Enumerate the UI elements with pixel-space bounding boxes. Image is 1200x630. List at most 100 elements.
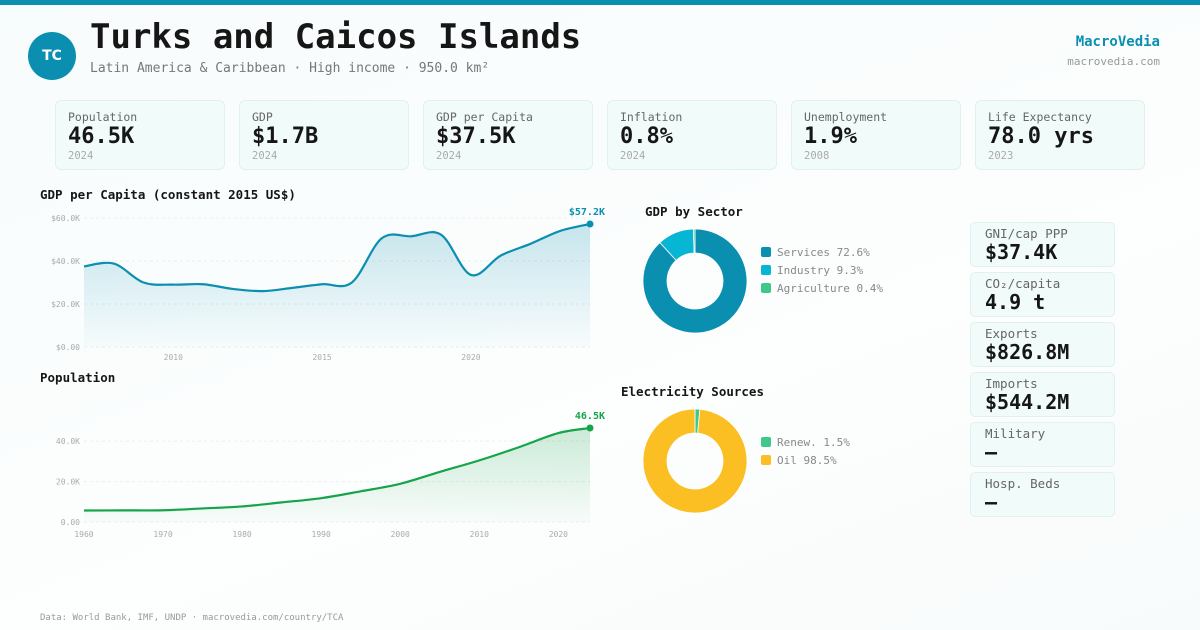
kpi-card-inflation: Inflation 0.8% 2024	[607, 100, 777, 170]
top-accent-bar	[0, 0, 1200, 5]
y-tick-label: $60.0K	[51, 214, 80, 223]
kpi-label: Inflation	[620, 110, 683, 124]
stat-card-co-capita: CO₂/capita 4.9 t	[970, 272, 1115, 317]
kpi-value: 0.8%	[620, 124, 673, 149]
kpi-card-population: Population 46.5K 2024	[55, 100, 225, 170]
stat-label: Hosp. Beds	[985, 476, 1061, 491]
kpi-year: 2024	[620, 150, 646, 162]
kpi-card-unemployment: Unemployment 1.9% 2008	[791, 100, 961, 170]
kpi-value: 1.9%	[804, 124, 857, 149]
legend-swatch	[761, 437, 771, 447]
stat-value: 4.9 t	[985, 290, 1046, 314]
x-tick-label: 2020	[461, 353, 480, 362]
brand-url[interactable]: macrovedia.com	[1067, 55, 1160, 68]
gdp-by-sector-legend: Services 72.6% Industry 9.3% Agriculture 0…	[761, 243, 883, 297]
electricity-sources-donut	[642, 408, 748, 514]
kpi-label: GDP per Capita	[436, 110, 533, 124]
y-tick-label: 0.00	[61, 518, 80, 527]
x-tick-label: 2000	[391, 530, 410, 539]
kpi-value: $37.5K	[436, 124, 516, 149]
kpi-card-gdp-per-capita: GDP per Capita $37.5K 2024	[423, 100, 593, 170]
stat-label: Imports	[985, 376, 1038, 391]
stat-card-military: Military —	[970, 422, 1115, 467]
stat-label: GNI/cap PPP	[985, 226, 1068, 241]
x-tick-label: 2015	[312, 353, 331, 362]
electricity-sources-legend: Renew. 1.5% Oil 98.5%	[761, 433, 850, 469]
legend-swatch	[761, 283, 771, 293]
kpi-card-gdp: GDP $1.7B 2024	[239, 100, 409, 170]
kpi-year: 2024	[436, 150, 462, 162]
y-tick-label: 40.0K	[56, 437, 80, 446]
x-tick-label: 2010	[164, 353, 183, 362]
kpi-label: Population	[68, 110, 138, 124]
legend-label: Oil 98.5%	[777, 453, 837, 467]
kpi-year: 2024	[68, 150, 94, 162]
kpi-value: $1.7B	[252, 124, 319, 149]
gdp-by-sector-title: GDP by Sector	[645, 204, 743, 219]
legend-label: Industry 9.3%	[777, 263, 864, 277]
y-tick-label: $20.0K	[51, 300, 80, 309]
legend-item: Oil 98.5%	[761, 451, 850, 469]
stat-value: $826.8M	[985, 340, 1070, 364]
y-tick-label: 20.0K	[56, 478, 80, 487]
gdp-by-sector-donut	[642, 228, 748, 334]
legend-item: Agriculture 0.4%	[761, 279, 883, 297]
end-value-label: $57.2K	[569, 207, 605, 218]
kpi-label: Unemployment	[804, 110, 888, 124]
stat-label: Military	[985, 426, 1046, 441]
stat-label: CO₂/capita	[985, 276, 1061, 291]
footer-source: Data: World Bank, IMF, UNDP · macrovedia…	[40, 613, 344, 623]
stat-value: $544.2M	[985, 390, 1070, 414]
donut-slice	[642, 228, 748, 334]
page-subtitle: Latin America & Caribbean · High income …	[90, 61, 490, 76]
legend-item: Services 72.6%	[761, 243, 883, 261]
stat-value: —	[985, 490, 998, 514]
stat-value: —	[985, 440, 998, 464]
kpi-label: Life Expectancy	[988, 110, 1092, 124]
stat-value: $37.4K	[985, 240, 1058, 264]
legend-swatch	[761, 265, 771, 275]
x-tick-label: 2010	[470, 530, 489, 539]
kpi-value: 78.0 yrs	[988, 124, 1094, 149]
y-tick-label: $0.00	[56, 343, 80, 352]
legend-swatch	[761, 455, 771, 465]
x-tick-label: 1990	[312, 530, 331, 539]
series-line	[83, 426, 591, 512]
end-point	[586, 220, 594, 228]
gdp-per-capita-title: GDP per Capita (constant 2015 US$)	[40, 187, 296, 202]
legend-label: Renew. 1.5%	[777, 435, 850, 449]
end-value-label: 46.5K	[575, 411, 605, 422]
area-fill	[84, 428, 590, 522]
kpi-value: 46.5K	[68, 124, 135, 149]
legend-item: Renew. 1.5%	[761, 433, 850, 451]
legend-item: Industry 9.3%	[761, 261, 883, 279]
area-fill	[84, 224, 590, 347]
stat-label: Exports	[985, 326, 1038, 341]
x-tick-label: 2020	[549, 530, 568, 539]
legend-label: Services 72.6%	[777, 245, 870, 259]
kpi-label: GDP	[252, 110, 273, 124]
x-tick-label: 1970	[153, 530, 172, 539]
gdp-per-capita-chart: $0.00 $20.0K $40.0K $60.0K 2010 2015 2020 $57.2…	[51, 207, 605, 362]
kpi-year: 2008	[804, 150, 830, 162]
kpi-year: 2024	[252, 150, 278, 162]
page-title: Turks and Caicos Islands	[90, 17, 582, 57]
kpi-card-life-expectancy: Life Expectancy 78.0 yrs 2023	[975, 100, 1145, 170]
stat-card-exports: Exports $826.8M	[970, 322, 1115, 367]
stat-card-imports: Imports $544.2M	[970, 372, 1115, 417]
population-title: Population	[40, 370, 116, 385]
population-chart: 0.00 20.0K 40.0K 1960 1970 1980 1990 2000 2010 20…	[56, 411, 605, 539]
kpi-year: 2023	[988, 150, 1014, 162]
legend-swatch	[761, 247, 771, 257]
y-tick-label: $40.0K	[51, 257, 80, 266]
electricity-sources-title: Electricity Sources	[621, 384, 764, 399]
stat-card-hosp-beds: Hosp. Beds —	[970, 472, 1115, 517]
brand-logo[interactable]: MacroVedia	[1075, 34, 1160, 50]
x-tick-label: 1960	[74, 530, 93, 539]
donut-slice	[693, 228, 696, 254]
country-avatar: TC	[28, 32, 76, 80]
end-point	[586, 424, 594, 432]
x-tick-label: 1980	[232, 530, 251, 539]
legend-label: Agriculture 0.4%	[777, 281, 883, 295]
donut-slice	[642, 408, 748, 514]
